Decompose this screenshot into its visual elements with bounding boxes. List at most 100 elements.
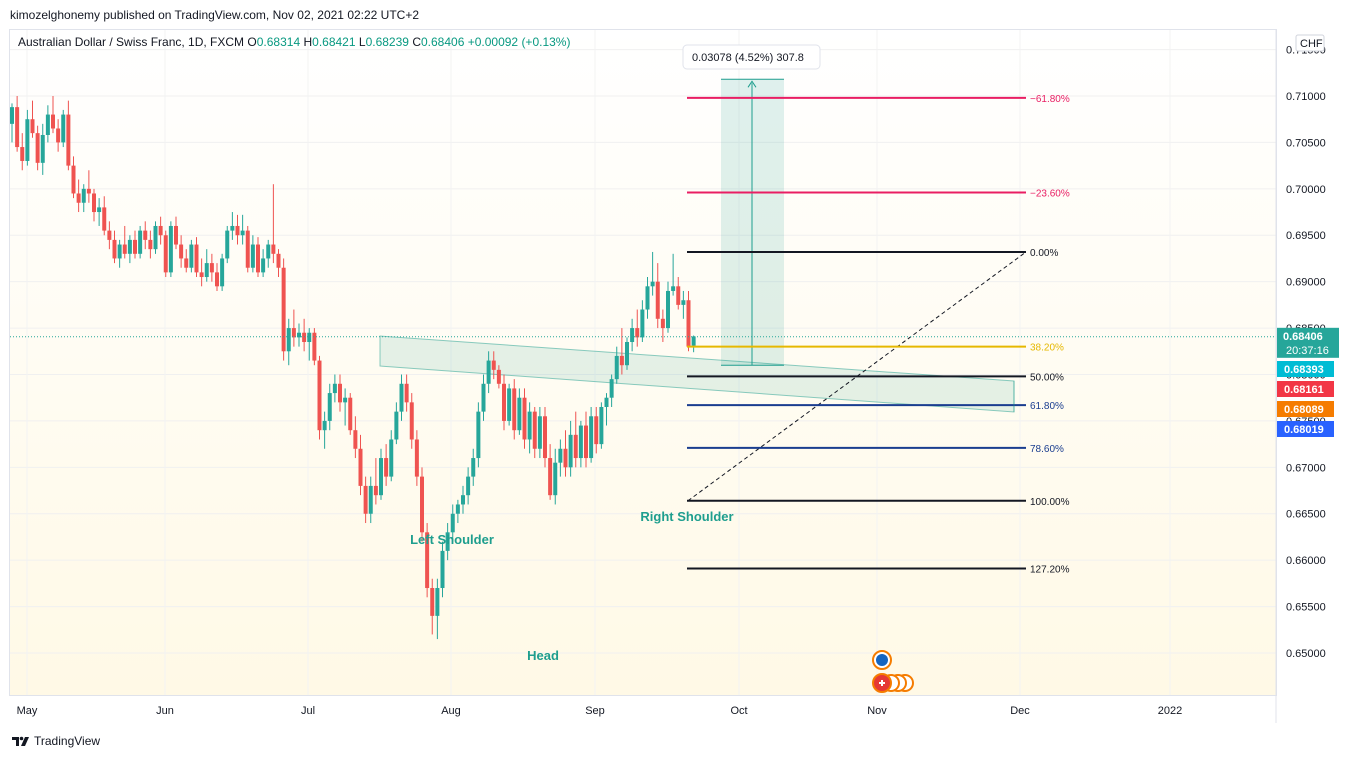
- candle-body: [420, 476, 424, 533]
- current-price-value: 0.68406: [1283, 331, 1323, 343]
- current-price-tag[interactable]: [1277, 327, 1339, 358]
- candle-body: [250, 244, 255, 268]
- candle-body: [466, 476, 471, 496]
- price-tag-value: 0.68393: [1284, 364, 1324, 376]
- candle-body: [117, 244, 122, 259]
- candle-body: [450, 513, 455, 533]
- candle-body: [245, 230, 250, 268]
- candle-body: [676, 286, 681, 305]
- candle-body: [625, 342, 629, 366]
- x-tick-label: 2022: [1158, 705, 1182, 717]
- currency-badge-label: CHF: [1300, 38, 1323, 50]
- candle-body: [127, 239, 132, 254]
- candle-body: [168, 225, 173, 273]
- candle-body: [373, 485, 378, 496]
- candle-body: [209, 263, 214, 273]
- candle-body: [35, 133, 40, 163]
- candle-body: [399, 383, 404, 412]
- candle-body: [179, 244, 184, 259]
- candle-body: [517, 397, 522, 431]
- open-value: 0.68314: [256, 35, 301, 49]
- candle-body: [650, 281, 655, 287]
- candle-body: [225, 230, 230, 259]
- candle-body: [92, 193, 96, 213]
- candle-body: [635, 328, 640, 338]
- candle-body: [148, 239, 153, 250]
- candle-body: [363, 485, 368, 514]
- candle-body: [409, 402, 414, 440]
- price-tag[interactable]: [1277, 361, 1334, 377]
- symbol-name: Australian Dollar / Swiss Franc, 1D, FXC…: [18, 35, 245, 49]
- candle-body: [435, 588, 440, 616]
- candle-body: [543, 416, 547, 459]
- candle-body: [297, 332, 301, 338]
- close-label: C: [412, 35, 421, 49]
- x-tick-label: Jun: [156, 705, 174, 717]
- fib-label: −61.80%: [1030, 94, 1070, 105]
- low-value: 0.68239: [365, 35, 409, 49]
- candle-body: [312, 332, 317, 361]
- candle-body: [189, 244, 194, 268]
- symbol-legend[interactable]: Australian Dollar / Swiss Franc, 1D, FXC…: [18, 35, 570, 49]
- candle-body: [163, 235, 168, 273]
- time-axis[interactable]: May Jun Jul Aug Sep Oct Nov Dec 2022: [17, 30, 1277, 723]
- price-tag[interactable]: [1277, 421, 1334, 437]
- candle-body: [10, 107, 14, 124]
- high-label: H: [303, 35, 313, 49]
- currency-badge[interactable]: [1295, 34, 1325, 52]
- candle-body: [25, 119, 30, 161]
- price-tag[interactable]: [1277, 401, 1334, 417]
- candle-body: [507, 388, 512, 421]
- candle-body: [230, 225, 235, 231]
- tradingview-logo-icon: [12, 736, 29, 746]
- tradingview-brand[interactable]: TradingView: [12, 734, 100, 748]
- candle-body: [343, 397, 348, 403]
- y-tick-label: 0.71000: [1286, 91, 1326, 103]
- candle-body: [240, 230, 245, 236]
- candle-body: [56, 128, 61, 143]
- candle-body: [184, 258, 189, 268]
- candle-body: [322, 420, 327, 431]
- candle-body: [394, 411, 399, 440]
- y-tick-label: 0.66000: [1286, 555, 1326, 567]
- fib-label: 127.20%: [1030, 565, 1070, 576]
- candle-body: [681, 300, 686, 305]
- y-tick-label: 0.70000: [1286, 184, 1326, 196]
- fib-label: 0.00%: [1030, 248, 1058, 259]
- candle-body: [491, 360, 496, 370]
- candle-body: [286, 328, 291, 352]
- candle-body: [143, 230, 148, 240]
- candles: [10, 96, 696, 640]
- candle-body: [502, 383, 506, 421]
- price-tag[interactable]: [1277, 381, 1334, 397]
- candle-body: [338, 383, 342, 403]
- candle-body: [15, 107, 20, 148]
- candle-body: [599, 406, 604, 445]
- fib-label: −23.60%: [1030, 189, 1070, 200]
- fib-label: 50.00%: [1030, 372, 1064, 383]
- candle-body: [440, 550, 445, 589]
- x-tick-label: Nov: [867, 705, 887, 717]
- candle-body: [430, 588, 435, 616]
- candle-body: [194, 244, 199, 273]
- candle-body: [640, 309, 645, 338]
- candle-body: [384, 458, 389, 477]
- candle-body: [379, 458, 383, 496]
- candle-body: [461, 495, 465, 505]
- close-value: 0.68406: [420, 35, 465, 49]
- candle-body: [174, 225, 178, 245]
- measure-label-box: [682, 44, 821, 70]
- candle-body: [527, 411, 532, 440]
- candle-body: [276, 253, 281, 268]
- candle-body: [609, 379, 614, 398]
- pattern-label: Left Shoulder: [410, 532, 494, 547]
- fib-label: 78.60%: [1030, 444, 1064, 455]
- candle-body: [353, 430, 358, 449]
- candle-body: [30, 119, 35, 134]
- candle-body: [404, 383, 409, 403]
- candle-body: [471, 458, 476, 477]
- candle-body: [86, 188, 91, 194]
- x-tick-label: Sep: [585, 705, 605, 717]
- candle-body: [671, 286, 676, 291]
